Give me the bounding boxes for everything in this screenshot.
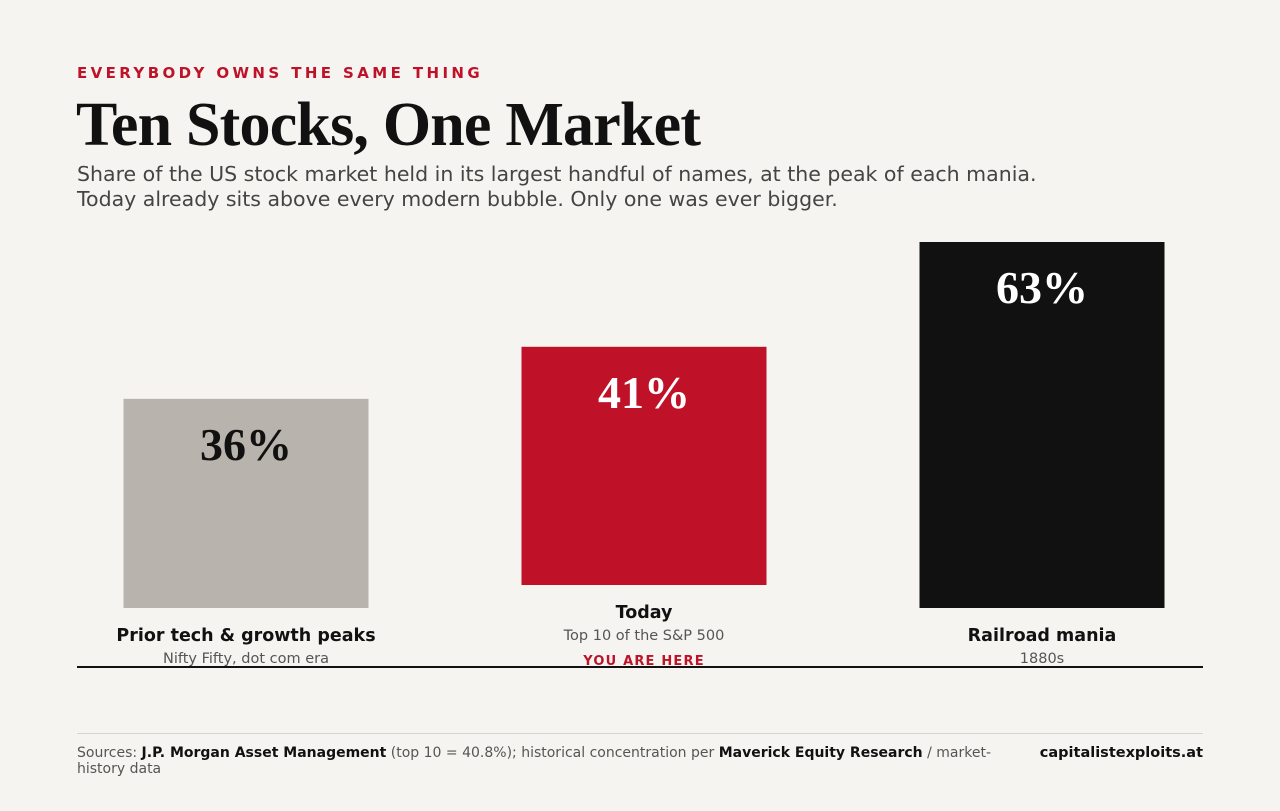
category-sublabel: 1880s [1020, 651, 1064, 667]
source-maverick-note: / market-history data [77, 745, 991, 777]
bar-value-label: 63% [996, 262, 1088, 313]
footer-divider [77, 733, 1203, 734]
source-jpmorgan-note: (top 10 = 40.8%); historical concentrati… [386, 745, 719, 761]
sources-note: Sources: J.P. Morgan Asset Management (t… [77, 745, 1037, 777]
category-label: Prior tech & growth peaks [116, 626, 375, 646]
kicker: EVERYBODY OWNS THE SAME THING [77, 64, 484, 82]
source-jpmorgan: J.P. Morgan Asset Management [141, 745, 387, 761]
subtitle-line-1: Share of the US stock market held in its… [77, 162, 1037, 186]
you-are-here-tag: YOU ARE HERE [582, 654, 705, 669]
category-label: Today [616, 603, 673, 623]
bar-value-label: 41% [598, 367, 690, 418]
brand-credit: capitalistexploits.at [1039, 745, 1203, 761]
category-sublabel: Nifty Fifty, dot com era [163, 651, 329, 667]
bar [919, 242, 1165, 608]
bar [521, 346, 767, 585]
category-label: Railroad mania [968, 626, 1117, 646]
subtitle: Share of the US stock market held in its… [77, 162, 1177, 212]
page-title: Ten Stocks, One Market [76, 91, 701, 159]
sources-prefix: Sources: [77, 745, 142, 761]
bar-value-label: 36% [200, 419, 292, 470]
category-sublabel: Top 10 of the S&P 500 [563, 628, 725, 644]
subtitle-line-2: Today already sits above every modern bu… [77, 187, 838, 211]
bar [123, 398, 369, 608]
source-maverick: Maverick Equity Research [718, 745, 923, 761]
